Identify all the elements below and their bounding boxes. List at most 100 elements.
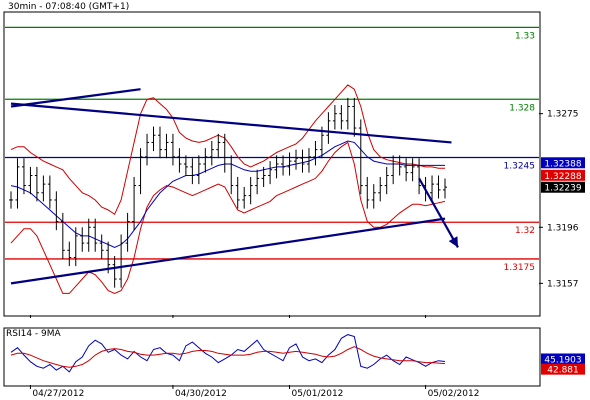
level-label-4: 1.3175 <box>504 263 536 273</box>
price-badge-0 <box>541 157 585 169</box>
price-bar <box>274 155 279 179</box>
forecast-arrow-head <box>448 236 458 248</box>
price-badge-label-0: 1.32388 <box>544 159 581 169</box>
price-bar <box>410 158 415 182</box>
price-bar <box>417 158 422 195</box>
price-bar <box>216 133 221 159</box>
price-bar <box>112 256 117 288</box>
rsi-badge-label-0: 45.1903 <box>544 355 581 365</box>
price-bar <box>384 166 389 195</box>
price-bar <box>430 175 435 202</box>
price-bar <box>326 112 331 144</box>
price-bar <box>443 178 447 199</box>
price-bar <box>34 166 39 202</box>
price-bar <box>306 148 311 173</box>
price-bar <box>248 176 253 205</box>
price-bar <box>391 155 396 185</box>
price-bar <box>21 158 26 195</box>
price-bar <box>183 155 188 176</box>
x-tick-label: 05/02/2012 <box>428 389 480 399</box>
rsi-badge-0 <box>541 353 585 365</box>
price-bar <box>222 133 227 173</box>
price-bar <box>15 158 20 209</box>
price-bar <box>125 212 130 252</box>
price-bar <box>9 191 13 209</box>
price-bar <box>404 158 409 182</box>
price-bar <box>145 133 150 166</box>
forecast-arrow-shaft <box>418 177 459 248</box>
price-bar <box>177 148 182 173</box>
price-badge-2 <box>541 181 585 193</box>
rsi-panel-frame <box>3 327 541 387</box>
price-bar <box>41 175 46 202</box>
price-bar <box>60 212 65 259</box>
price-bar <box>138 148 143 195</box>
price-bar <box>229 155 234 195</box>
price-bar <box>352 97 357 137</box>
rsi-series-0 <box>10 334 446 373</box>
price-bar <box>268 161 273 185</box>
chart-title: 30min - 07:08:40 (GMT+1) <box>8 2 129 12</box>
price-bar <box>261 166 266 188</box>
price-bar <box>73 227 78 267</box>
price-bar <box>209 140 214 166</box>
price-bar <box>164 133 169 159</box>
price-bar <box>80 227 85 252</box>
price-bar <box>235 176 240 209</box>
price-bar <box>436 175 441 199</box>
price-bar <box>313 140 318 166</box>
trendline-0 <box>10 102 452 144</box>
rsi-badge-label-1: 42.881 <box>547 366 579 376</box>
price-bar <box>47 175 52 209</box>
price-y-tick-label: 1.3275 <box>547 110 579 120</box>
x-tick-label: 04/30/2012 <box>175 389 227 399</box>
price-bar <box>339 105 344 130</box>
price-bar <box>300 149 305 173</box>
price-bar <box>99 234 104 259</box>
price-bar <box>190 158 195 185</box>
price-badge-label-2: 1.32239 <box>544 184 581 194</box>
price-bar <box>203 148 208 173</box>
price-panel-frame <box>3 11 541 317</box>
price-bar <box>170 133 175 166</box>
price-bar <box>196 155 201 185</box>
price-bar <box>378 176 383 202</box>
level-label-0: 1.33 <box>515 31 535 41</box>
price-bar <box>345 97 350 130</box>
price-bar <box>28 166 33 195</box>
level-label-1: 1.328 <box>509 103 535 113</box>
price-badge-1 <box>541 169 585 181</box>
price-bar <box>281 155 286 176</box>
price-bar <box>54 191 59 231</box>
price-bar <box>119 234 124 288</box>
price-y-tick-label: 1.3157 <box>547 279 579 289</box>
price-bar <box>67 241 72 267</box>
price-bar <box>255 169 260 195</box>
price-bar <box>157 126 162 159</box>
rsi-layer <box>10 334 446 373</box>
rsi-title: RSI14 - 9MA <box>6 329 62 339</box>
price-bar <box>332 105 337 130</box>
x-tick-label: 04/27/2012 <box>32 389 84 399</box>
rsi-badge-1 <box>541 363 585 375</box>
price-bar <box>86 218 91 252</box>
bollinger-lower-line <box>10 141 446 294</box>
price-bar <box>358 119 363 195</box>
x-tick-label: 05/01/2012 <box>292 389 344 399</box>
rsi-series-1 <box>10 346 446 368</box>
price-y-tick-label: 1.3196 <box>547 223 579 233</box>
price-bar <box>93 218 98 252</box>
price-bar <box>132 176 137 231</box>
price-bar <box>397 155 402 176</box>
price-layer: 1.33 1.328 1.3245 1.32 1.3175 <box>5 26 539 294</box>
price-bar <box>294 149 299 170</box>
trendline-2 <box>10 88 141 108</box>
price-bar <box>287 152 292 176</box>
level-label-2: 1.3245 <box>504 162 536 172</box>
axis-layer: 1.32751.31961.31571.323881.322881.322395… <box>29 110 585 399</box>
price-bar <box>365 176 370 209</box>
trendline-1 <box>10 217 446 285</box>
price-bar <box>151 126 156 152</box>
